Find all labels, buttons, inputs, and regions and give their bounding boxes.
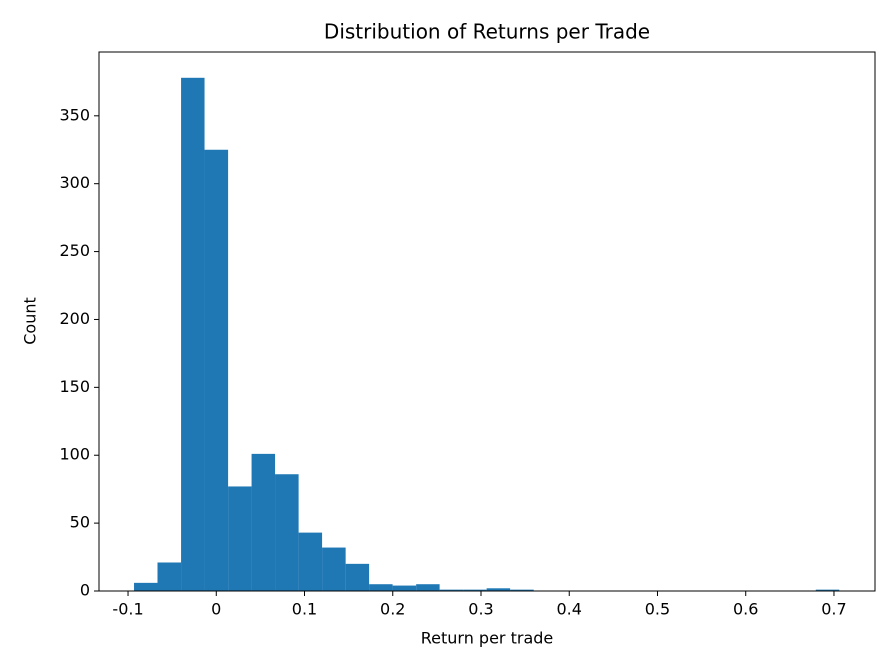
bar bbox=[392, 585, 417, 591]
x-tick-label: -0.1 bbox=[112, 600, 143, 619]
y-axis-label: Count bbox=[21, 297, 40, 345]
bar bbox=[463, 589, 487, 591]
bar bbox=[181, 77, 205, 592]
bar bbox=[486, 588, 511, 591]
x-tick-label: 0.3 bbox=[468, 600, 493, 619]
y-tick-label: 350 bbox=[59, 105, 90, 124]
bar bbox=[134, 582, 158, 591]
x-tick-label: 0.4 bbox=[557, 600, 582, 619]
bar bbox=[275, 474, 299, 591]
bar bbox=[251, 453, 276, 591]
bar bbox=[345, 563, 370, 591]
x-tick-label: 0.7 bbox=[821, 600, 846, 619]
bar bbox=[815, 589, 840, 591]
y-tick-label: 300 bbox=[59, 173, 90, 192]
bar bbox=[322, 547, 346, 591]
bar bbox=[510, 589, 534, 591]
y-tick-label: 250 bbox=[59, 241, 90, 260]
chart-title: Distribution of Returns per Trade bbox=[324, 20, 650, 44]
bar bbox=[439, 589, 464, 591]
y-tick-label: 150 bbox=[59, 377, 90, 396]
x-tick-label: 0.5 bbox=[645, 600, 670, 619]
y-tick-label: 200 bbox=[59, 309, 90, 328]
x-axis-label: Return per trade bbox=[421, 629, 554, 648]
bar bbox=[204, 149, 229, 591]
bar bbox=[416, 584, 440, 591]
x-tick-label: 0.6 bbox=[733, 600, 758, 619]
x-tick-label: 0.2 bbox=[380, 600, 405, 619]
bar bbox=[369, 584, 393, 591]
bar bbox=[298, 532, 323, 591]
axes-frame bbox=[98, 51, 876, 592]
x-tick-label: 0 bbox=[211, 600, 221, 619]
y-tick-label: 100 bbox=[59, 445, 90, 464]
y-tick-label: 0 bbox=[80, 581, 90, 600]
bar bbox=[157, 562, 182, 591]
x-tick-label: 0.1 bbox=[292, 600, 317, 619]
y-tick-label: 50 bbox=[70, 513, 90, 532]
bar bbox=[228, 486, 252, 591]
